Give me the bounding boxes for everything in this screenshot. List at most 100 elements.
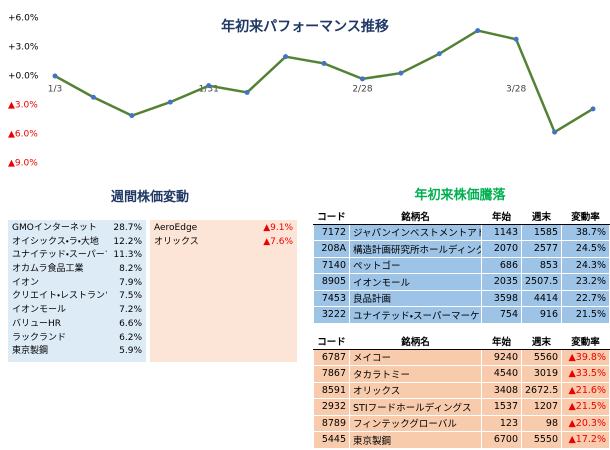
header-cell: コード — [313, 333, 350, 350]
y-tick-label: ▲3.0% — [8, 101, 38, 111]
cell: 東京製鋼 — [349, 431, 482, 449]
marker — [206, 83, 212, 89]
cell: 1537 — [481, 398, 522, 416]
change: 7.2% — [119, 305, 142, 316]
list-row: ユナイテッド・スーパーマ 11.3% — [8, 249, 146, 263]
cell: 2577 — [521, 240, 562, 258]
marker — [398, 70, 404, 76]
cell: ▲20.3% — [561, 414, 610, 432]
row: 7172ジャパンインベストメントアドバイザー1143158538.7% — [313, 223, 610, 241]
cell: 9240 — [481, 348, 522, 366]
y-tick-label: ▲6.0% — [8, 130, 38, 140]
row: 5445 東京製鋼 6700 5550 ▲17.2% — [313, 431, 610, 449]
ytd-losers: コード 銘柄名 年始 週末 変動率 6787 メイコー 9240 5560 ▲39.8% 7867 タ… — [313, 333, 610, 449]
x-tick-label: 1/31 — [199, 85, 219, 95]
marker — [52, 73, 58, 79]
change: 5.9% — [119, 346, 142, 357]
cell: 2932 — [313, 398, 350, 416]
marker — [244, 89, 250, 95]
header-cell: 変動率 — [561, 333, 610, 350]
cell: フィンテックグローバル — [349, 414, 482, 432]
cell: イオンモール — [349, 273, 482, 291]
ytd-gainers: コード銘柄名年始週末変動率7172ジャパンインベストメントアドバイザー11431… — [313, 208, 610, 324]
header-cell: コード — [313, 208, 350, 225]
header-cell: 変動率 — [561, 208, 610, 225]
cell: 6700 — [481, 431, 522, 449]
change: 8.2% — [119, 264, 142, 275]
marker — [475, 28, 481, 34]
x-tick-label: 3/28 — [506, 85, 526, 95]
stock-name: ラックランド — [12, 332, 67, 343]
weekly-up: GMOインターネット 28.7% オイシックス・ラ・大地 12.2% ユナイテッド・スー… — [8, 220, 146, 362]
change: 6.6% — [119, 318, 142, 329]
stock-name: GMOインターネット — [12, 223, 97, 233]
list-row: イオンモール 7.2% — [8, 304, 146, 318]
cell: ペットゴー — [349, 256, 482, 274]
change: 12.2% — [113, 236, 142, 247]
y-tick-label: +0.0% — [8, 72, 39, 82]
cell: 1207 — [521, 398, 562, 416]
cell: ▲21.5% — [561, 398, 610, 416]
header-cell: 銘柄名 — [349, 208, 482, 225]
marker — [359, 76, 365, 82]
cell: ジャパンインベストメントアドバイザー — [349, 223, 482, 241]
cell: 98 — [521, 414, 562, 432]
y-tick-label: +3.0% — [8, 43, 39, 53]
row: 208A 構造計画研究所ホールディングス 2070 2577 24.5% — [313, 240, 610, 258]
list-row: バリューHR 6.6% — [8, 318, 146, 332]
cell: 8789 — [313, 414, 350, 432]
cell: 208A — [313, 240, 350, 258]
cell: 21.5% — [561, 306, 610, 324]
row: 8905 イオンモール 2035 2507.5 23.2% — [313, 273, 610, 291]
marker — [436, 51, 442, 57]
marker — [167, 99, 173, 105]
marker — [552, 129, 558, 135]
cell: 853 — [521, 256, 562, 274]
marker — [590, 106, 596, 112]
stock-name: 東京製鋼 — [12, 346, 49, 357]
cell: 2507.5 — [521, 273, 562, 291]
list-row: オカムラ食品工業 8.2% — [8, 263, 146, 277]
cell: 22.7% — [561, 289, 610, 307]
row: 7453 良品計画 3598 4414 22.7% — [313, 289, 610, 307]
cell: 3222 — [313, 306, 350, 324]
stock-name: ユナイテッド・スーパーマ — [12, 250, 107, 261]
change: 7.5% — [119, 291, 142, 302]
change: 28.7% — [113, 223, 142, 233]
header-row: コード 銘柄名 年始 週末 変動率 — [313, 208, 610, 225]
list-row: オイシックス・ラ・大地 12.2% — [8, 236, 146, 250]
cell: 5560 — [521, 348, 562, 366]
change: 11.3% — [113, 250, 142, 261]
y-tick-label: ▲9.0% — [8, 159, 38, 169]
cell: 5550 — [521, 431, 562, 449]
header-cell: 銘柄名 — [349, 333, 482, 350]
weekly-down: AeroEdge ▲9.1% オリックス ▲7.6% — [150, 220, 297, 362]
change: 7.9% — [119, 277, 142, 288]
cell: 686 — [481, 256, 522, 274]
cell: 8905 — [313, 273, 350, 291]
cell: 1143 — [481, 223, 522, 241]
cell: 3598 — [481, 289, 522, 307]
header-cell: 週末 — [521, 208, 562, 225]
cell: 6787 — [313, 348, 350, 366]
cell: 4540 — [481, 365, 522, 383]
chart: 年初来パフォーマンス推移 +6.0% +3.0% +0.0% ▲3.0% ▲6.0% ▲9… — [8, 14, 596, 169]
cell: 5445 — [313, 431, 350, 449]
row: 6787 メイコー 9240 5560 ▲39.8% — [313, 348, 610, 366]
cell: STIフードホールディングス — [349, 398, 482, 416]
x-tick-label: 2/28 — [352, 85, 372, 95]
marker — [321, 60, 327, 66]
header-cell: 年始 — [481, 208, 522, 225]
list-row: 東京製鋼 5.9% — [8, 345, 146, 359]
cell: 38.7% — [561, 223, 610, 241]
header-cell: 年始 — [481, 333, 522, 350]
change: ▲9.1% — [263, 223, 293, 233]
cell: 7140 — [313, 256, 350, 274]
header-cell: 週末 — [521, 333, 562, 350]
row: 7867 タカラトミー 4540 3019 ▲33.5% — [313, 365, 610, 383]
stock-name: イオン — [12, 277, 40, 288]
cell: 8591 — [313, 381, 350, 399]
cell: 7453 — [313, 289, 350, 307]
cell: 754 — [481, 306, 522, 324]
